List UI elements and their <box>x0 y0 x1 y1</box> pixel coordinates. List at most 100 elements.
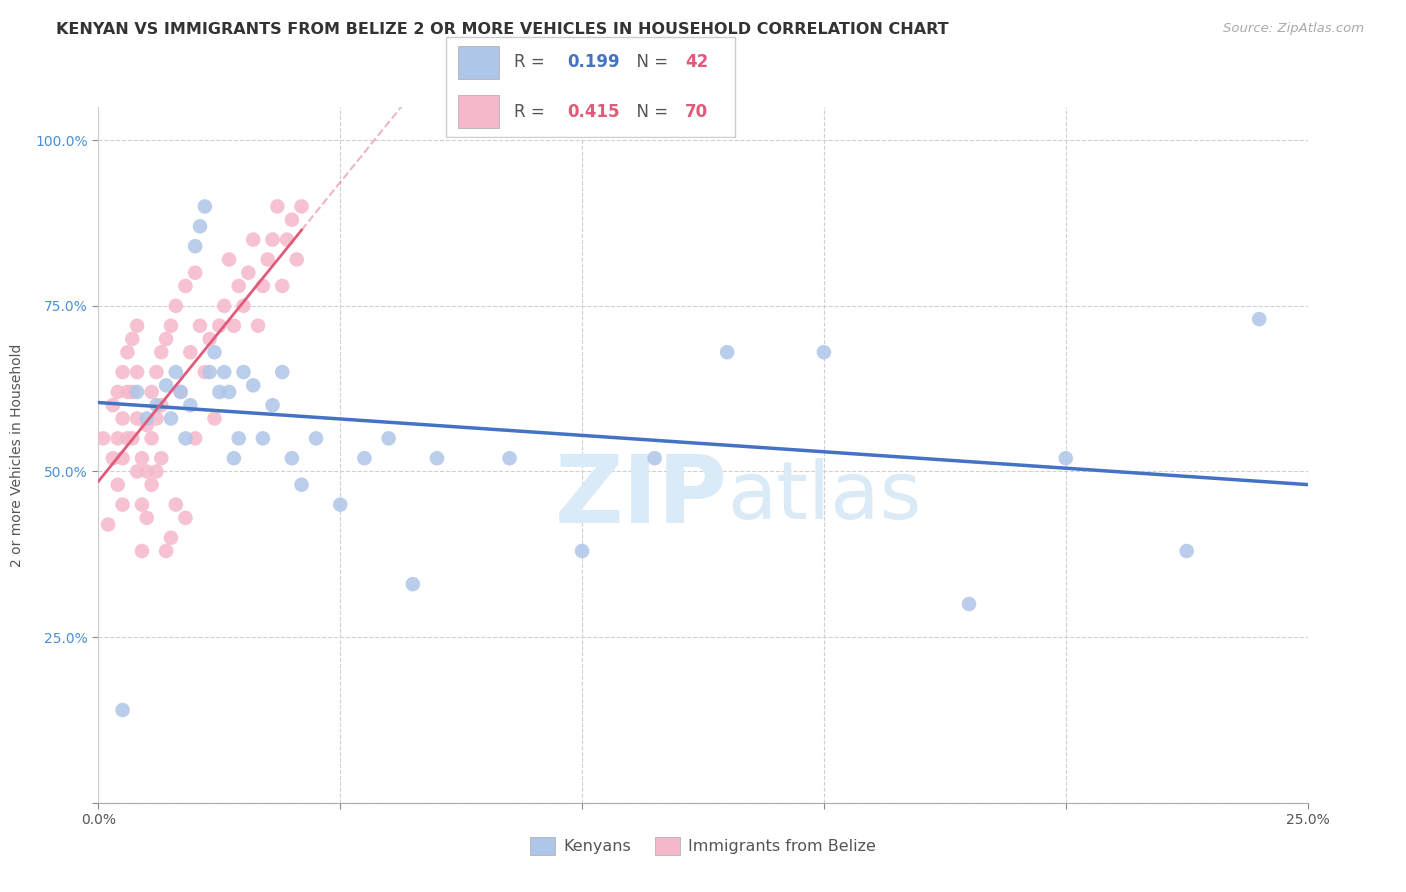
Point <box>107 384 129 399</box>
Point <box>281 451 304 466</box>
Point <box>208 384 231 399</box>
Point <box>117 384 139 399</box>
Bar <box>458 95 499 128</box>
Point <box>160 318 183 333</box>
Text: KENYAN VS IMMIGRANTS FROM BELIZE 2 OR MORE VEHICLES IN HOUSEHOLD CORRELATION CHA: KENYAN VS IMMIGRANTS FROM BELIZE 2 OR MO… <box>56 22 949 37</box>
Point <box>165 299 187 313</box>
Point <box>262 233 284 247</box>
Point <box>150 451 173 466</box>
Point <box>188 219 211 234</box>
Point <box>107 477 129 491</box>
Point <box>111 411 134 425</box>
Point <box>716 345 738 359</box>
Point <box>145 465 167 479</box>
Point <box>184 266 207 280</box>
Point <box>194 365 217 379</box>
Point <box>155 378 177 392</box>
Point <box>174 511 197 525</box>
Point <box>101 451 124 466</box>
Point <box>571 544 593 558</box>
Point <box>276 233 298 247</box>
Point <box>141 431 163 445</box>
Point <box>426 451 449 466</box>
Point <box>150 345 173 359</box>
Point <box>135 411 157 425</box>
Point <box>141 384 163 399</box>
Text: R =: R = <box>513 103 550 120</box>
Point <box>131 498 153 512</box>
Point <box>198 332 221 346</box>
Point <box>155 544 177 558</box>
Point <box>222 451 245 466</box>
Point <box>218 384 240 399</box>
Point <box>117 431 139 445</box>
Point <box>208 318 231 333</box>
Text: N =: N = <box>626 54 673 71</box>
Text: 0.199: 0.199 <box>567 54 620 71</box>
Point <box>256 252 278 267</box>
Point <box>184 431 207 445</box>
Point <box>160 411 183 425</box>
Point <box>290 477 312 491</box>
Point <box>198 365 221 379</box>
Point <box>402 577 425 591</box>
Point <box>127 411 149 425</box>
Point <box>165 365 187 379</box>
Point <box>188 318 211 333</box>
Point <box>498 451 520 466</box>
Point <box>141 477 163 491</box>
Point <box>121 384 143 399</box>
Point <box>127 318 149 333</box>
Point <box>135 511 157 525</box>
Point <box>131 544 153 558</box>
Point <box>179 345 201 359</box>
Point <box>247 318 270 333</box>
Point <box>111 365 134 379</box>
Text: 0.415: 0.415 <box>567 103 620 120</box>
Point <box>107 431 129 445</box>
Point <box>238 266 260 280</box>
Point <box>228 431 250 445</box>
Point <box>252 279 274 293</box>
Point <box>165 498 187 512</box>
Point <box>212 299 235 313</box>
Y-axis label: 2 or more Vehicles in Household: 2 or more Vehicles in Household <box>10 343 24 566</box>
Point <box>218 252 240 267</box>
Point <box>242 378 264 392</box>
Point <box>1249 312 1271 326</box>
Point <box>813 345 835 359</box>
Text: Source: ZipAtlas.com: Source: ZipAtlas.com <box>1223 22 1364 36</box>
Point <box>1175 544 1198 558</box>
Point <box>204 411 226 425</box>
Point <box>174 431 197 445</box>
Point <box>377 431 399 445</box>
Point <box>111 703 134 717</box>
Bar <box>458 45 499 78</box>
Point <box>179 398 201 412</box>
Point <box>228 279 250 293</box>
Point <box>160 531 183 545</box>
Point <box>204 345 226 359</box>
Point <box>135 465 157 479</box>
Point <box>194 199 217 213</box>
Point <box>145 365 167 379</box>
Point <box>97 517 120 532</box>
Point <box>121 431 143 445</box>
Text: N =: N = <box>626 103 673 120</box>
Text: ZIP: ZIP <box>554 450 727 542</box>
Point <box>957 597 980 611</box>
Point <box>131 451 153 466</box>
Point <box>91 431 114 445</box>
Point <box>127 465 149 479</box>
Text: atlas: atlas <box>727 458 921 536</box>
Point <box>232 299 254 313</box>
Point <box>184 239 207 253</box>
Text: 70: 70 <box>685 103 709 120</box>
Point <box>101 398 124 412</box>
Point <box>145 398 167 412</box>
Point <box>262 398 284 412</box>
Point <box>155 332 177 346</box>
Point <box>127 365 149 379</box>
Point <box>644 451 666 466</box>
Legend: Kenyans, Immigrants from Belize: Kenyans, Immigrants from Belize <box>523 830 883 861</box>
